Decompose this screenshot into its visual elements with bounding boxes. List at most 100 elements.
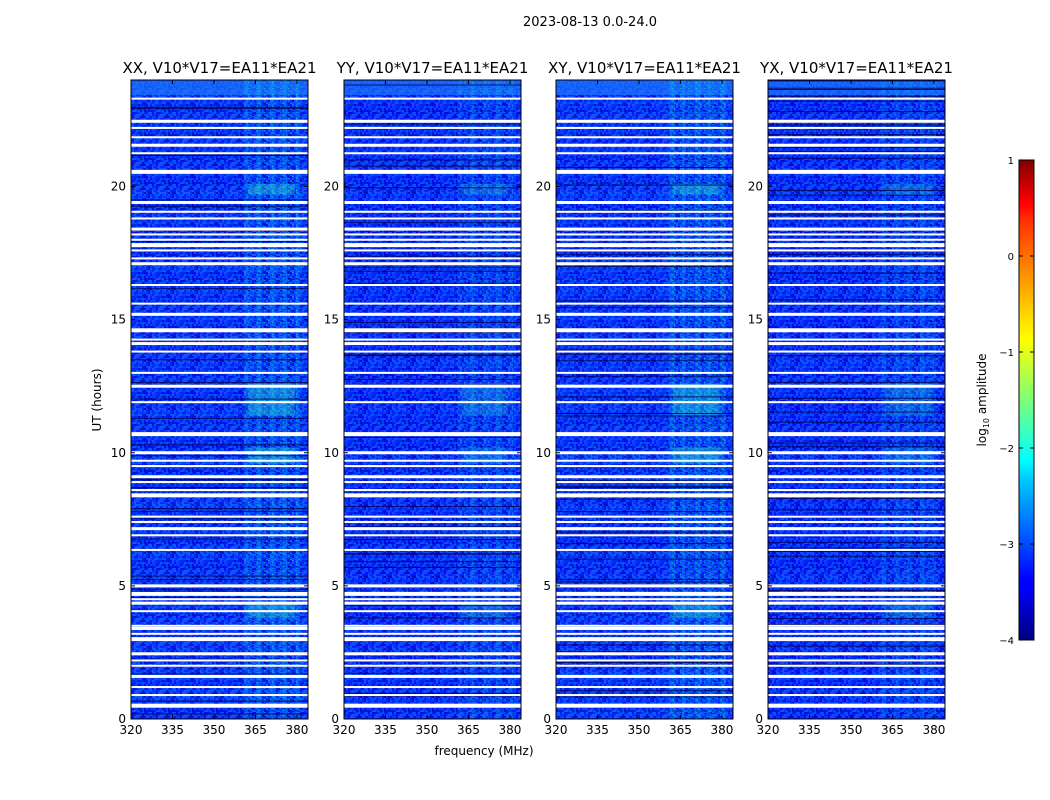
flagged-row [131, 119, 308, 123]
rfi-burst [673, 383, 720, 416]
flagged-row [131, 520, 308, 523]
flagged-row [768, 610, 945, 613]
y-tick-label: 5 [331, 579, 339, 593]
dark-row [131, 398, 308, 400]
dark-row [768, 645, 945, 647]
flagged-row [344, 233, 521, 236]
flagged-row [344, 626, 521, 630]
flagged-row [768, 328, 945, 333]
y-tick-label: 20 [111, 180, 126, 194]
flagged-row [768, 227, 945, 231]
y-axis-label: UT (hours) [90, 368, 104, 431]
flagged-row [556, 342, 733, 346]
panel-frame [343, 79, 522, 720]
flagged-row [556, 350, 733, 353]
flagged-row [768, 143, 945, 147]
colorbar-label-suffix: amplitude [975, 354, 989, 418]
colorbar-tick-label: −3 [999, 540, 1014, 551]
flagged-row [556, 659, 733, 662]
flagged-row [344, 527, 521, 531]
flagged-row [556, 328, 733, 333]
flagged-row [344, 136, 521, 139]
dark-row [344, 84, 521, 86]
flagged-row [768, 401, 945, 404]
dark-row [768, 497, 945, 499]
panel-frame [767, 79, 946, 720]
rfi-burst [461, 383, 508, 416]
flagged-row [768, 302, 945, 305]
rfi-channel [707, 80, 712, 719]
x-tick-label: 365 [457, 723, 480, 737]
flagged-row [556, 493, 733, 498]
dark-row [768, 411, 945, 413]
dark-row [131, 241, 308, 243]
flagged-row [131, 249, 308, 252]
x-tick-label: 335 [586, 723, 609, 737]
flagged-row [131, 664, 308, 667]
flagged-row [768, 489, 945, 492]
flagged-row [344, 674, 521, 678]
flagged-row [131, 284, 308, 287]
dark-row [344, 266, 521, 268]
flagged-row [344, 152, 521, 155]
y-tick-label: 20 [536, 180, 551, 194]
flagged-row [556, 97, 733, 100]
dark-row [768, 446, 945, 448]
dark-row [768, 87, 945, 89]
dark-row [131, 658, 308, 660]
x-tick-label: 335 [374, 723, 397, 737]
panel-frame [555, 79, 734, 720]
x-tick-label: 350 [628, 723, 651, 737]
flagged-row [344, 243, 521, 248]
flagged-row [768, 591, 945, 596]
dark-row [131, 713, 308, 715]
dark-row [768, 157, 945, 159]
flagged-row [131, 632, 308, 635]
flagged-row [556, 520, 733, 523]
y-tick-label: 5 [543, 579, 551, 593]
flagged-row [556, 489, 733, 492]
dark-row [556, 254, 733, 256]
flagged-row [131, 481, 308, 484]
flagged-row [344, 459, 521, 462]
dark-row [131, 538, 308, 540]
dark-row [344, 692, 521, 694]
dark-row [131, 455, 308, 457]
x-tick-label: 350 [416, 723, 439, 737]
dark-row [556, 353, 733, 355]
flagged-row [768, 584, 945, 588]
dark-row [131, 575, 308, 577]
flagged-row [344, 262, 521, 266]
dark-row [131, 508, 308, 510]
flagged-row [768, 637, 945, 642]
rfi-band [457, 80, 516, 719]
dark-row [131, 486, 308, 488]
dark-row [768, 134, 945, 136]
panel-title: XX, V10*V17=EA11*EA21 [122, 59, 316, 77]
flagged-row [556, 584, 733, 588]
flagged-row [556, 371, 733, 374]
flagged-row [344, 432, 521, 437]
flagged-row [768, 659, 945, 662]
dark-row [768, 80, 945, 82]
flagged-row [131, 465, 308, 468]
dark-row [556, 543, 733, 545]
dark-row [768, 547, 945, 549]
flagged-row [131, 136, 308, 139]
dark-row [344, 561, 521, 563]
flagged-row [344, 169, 521, 174]
heatmap-body [556, 80, 733, 719]
flagged-row [131, 515, 308, 518]
y-tick-label: 10 [111, 446, 126, 460]
flagged-row [556, 451, 733, 455]
x-tick-label: 380 [285, 723, 308, 737]
dark-row [768, 355, 945, 357]
x-tick-label: 350 [203, 723, 226, 737]
panels: XX, V10*V17=EA11*EA21 320 335 350 365 380 0 5 10… [111, 59, 953, 737]
x-tick-label: 380 [498, 723, 521, 737]
colorbar-ticks: 1 0 −1 −2 −3 −4 [999, 156, 1034, 647]
dark-row [768, 618, 945, 620]
flagged-row [768, 338, 945, 341]
flagged-row [344, 451, 521, 455]
